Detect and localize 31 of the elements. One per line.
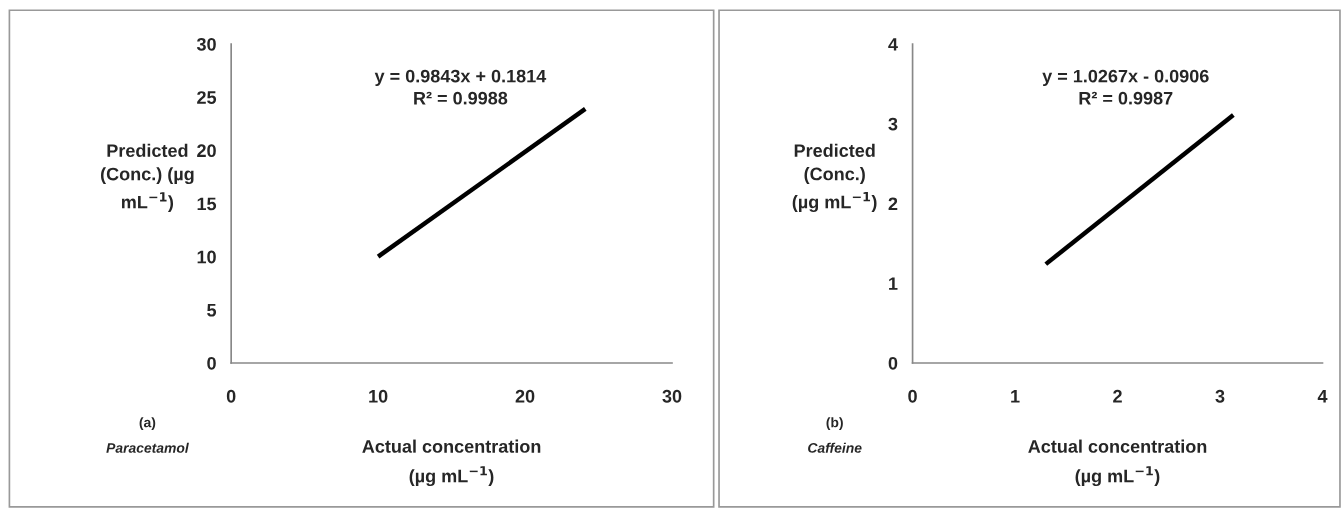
y-tick-label: 0 [888,356,898,370]
text: (a) [139,417,156,431]
y-tick-label: 10 [197,250,216,264]
y-tick-label: 30 [196,37,216,51]
y-tick-label: 20 [197,144,216,158]
y-tick-label: 1 [889,277,898,290]
x-tick-label: 0 [226,389,236,403]
y-tick-label: 3 [888,117,898,131]
annotation: y = 0.9843x + 0.1814 R² = 0.9988 [374,69,547,105]
x-tick-label: 2 [1113,389,1122,403]
y-tick-label: 25 [197,91,217,104]
y-tick-label: 15 [197,197,217,211]
annotation: y = 1.0267x - 0.0906 R² = 0.9987 [1042,69,1209,105]
x-tick-label: 10 [369,389,388,403]
y-axis-title: Predicted (Conc.) (µg mL$^{−1}$) [792,143,877,213]
text: Caffeine [808,442,862,453]
text: Paracetamol [106,442,189,453]
y-axis-title: Predicted (Conc.) (µg mL$^{−1}$) [100,143,194,213]
y-tick-label: 2 [888,197,898,211]
y-tick-label: 0 [207,356,216,370]
x-axis-title: Actual concentration (µg mL$^{−1}$) [362,439,541,487]
x-tick-label: 20 [515,389,535,403]
y-tick-label: 5 [207,303,217,317]
x-tick-label: 4 [1317,390,1328,403]
x-axis-title: Actual concentration (µg mL$^{−1}$) [1028,439,1207,487]
text: (b) [826,417,843,431]
x-tick-label: 1 [1011,390,1020,403]
x-tick-label: 30 [662,389,682,403]
y-tick-label: 4 [888,38,898,51]
x-tick-label: 0 [908,389,917,403]
x-tick-label: 3 [1215,389,1225,403]
